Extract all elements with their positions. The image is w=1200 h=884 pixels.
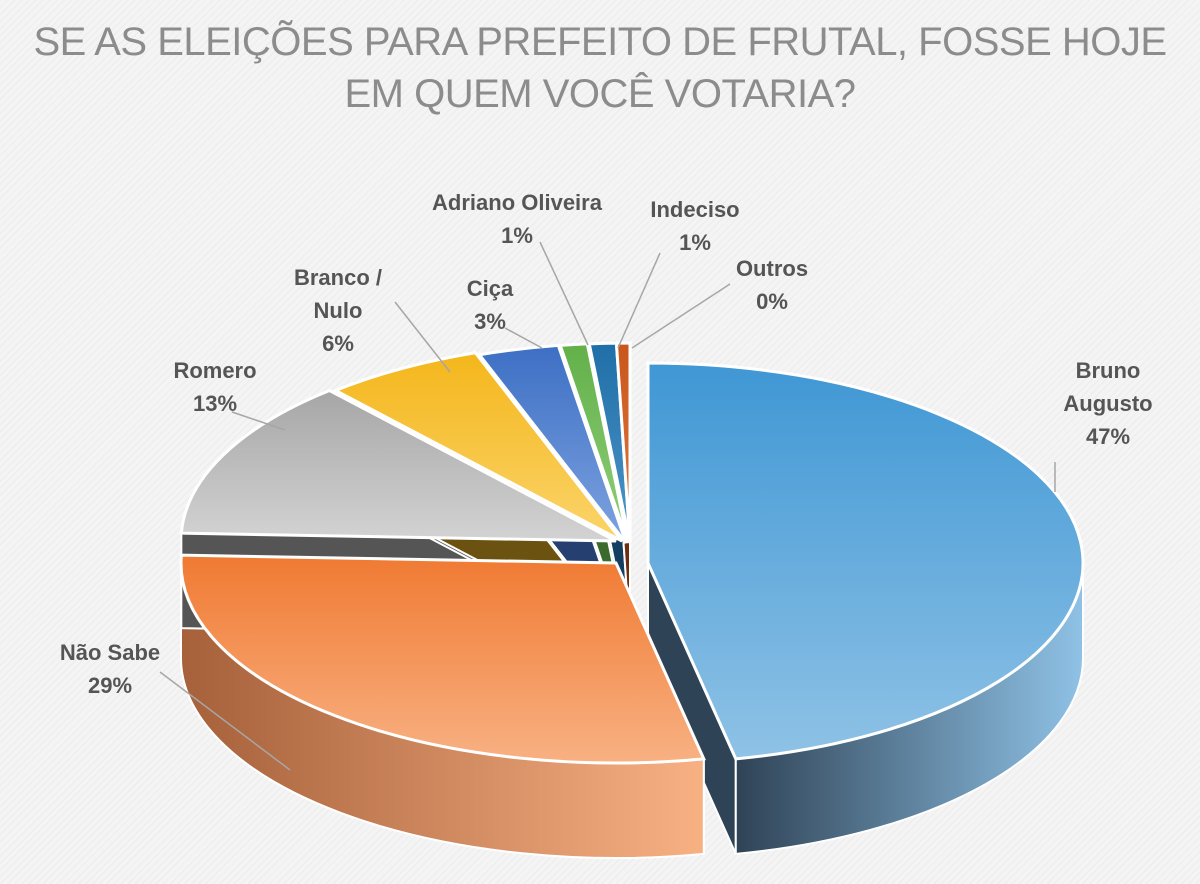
slice-name-label: Adriano Oliveira bbox=[432, 190, 603, 215]
chart-title-line-1: SE AS ELEIÇÕES PARA PREFEITO DE FRUTAL, … bbox=[33, 20, 1167, 64]
leader-line bbox=[159, 671, 291, 771]
slice-value-label: 1% bbox=[501, 223, 533, 248]
pie-slice bbox=[179, 553, 707, 765]
slice-value-label: 3% bbox=[474, 309, 506, 334]
leader-line bbox=[617, 252, 661, 349]
leader-line bbox=[394, 301, 451, 373]
pie-slice bbox=[179, 388, 617, 543]
slice-name-label: Nulo bbox=[314, 298, 363, 323]
slice-value-label: 1% bbox=[679, 230, 711, 255]
slice-value-label: 29% bbox=[88, 673, 132, 698]
slice-value-label: 0% bbox=[756, 289, 788, 314]
leader-line bbox=[504, 327, 543, 349]
slice-name-label: Augusto bbox=[1063, 391, 1152, 416]
slice-value-label: 13% bbox=[193, 391, 237, 416]
pie-slice bbox=[331, 351, 624, 543]
pie-slice bbox=[614, 341, 632, 544]
pie-slice bbox=[646, 361, 1085, 761]
slice-name-label: Bruno bbox=[1076, 358, 1141, 383]
leader-line bbox=[539, 241, 589, 346]
slice-value-label: 47% bbox=[1086, 424, 1130, 449]
slice-name-label: Indeciso bbox=[650, 197, 739, 222]
slice-name-label: Não Sabe bbox=[60, 640, 160, 665]
slice-name-label: Romero bbox=[173, 358, 256, 383]
chart-title-line-2: EM QUEM VOCÊ VOTARIA? bbox=[344, 72, 856, 116]
pie-slice bbox=[476, 343, 628, 544]
leader-line bbox=[231, 411, 286, 431]
leader-line bbox=[631, 283, 731, 349]
slice-name-label: Ciça bbox=[467, 276, 514, 301]
slice-name-label: Outros bbox=[736, 256, 808, 281]
slice-name-label: Branco / bbox=[294, 265, 382, 290]
slice-value-label: 6% bbox=[322, 331, 354, 356]
